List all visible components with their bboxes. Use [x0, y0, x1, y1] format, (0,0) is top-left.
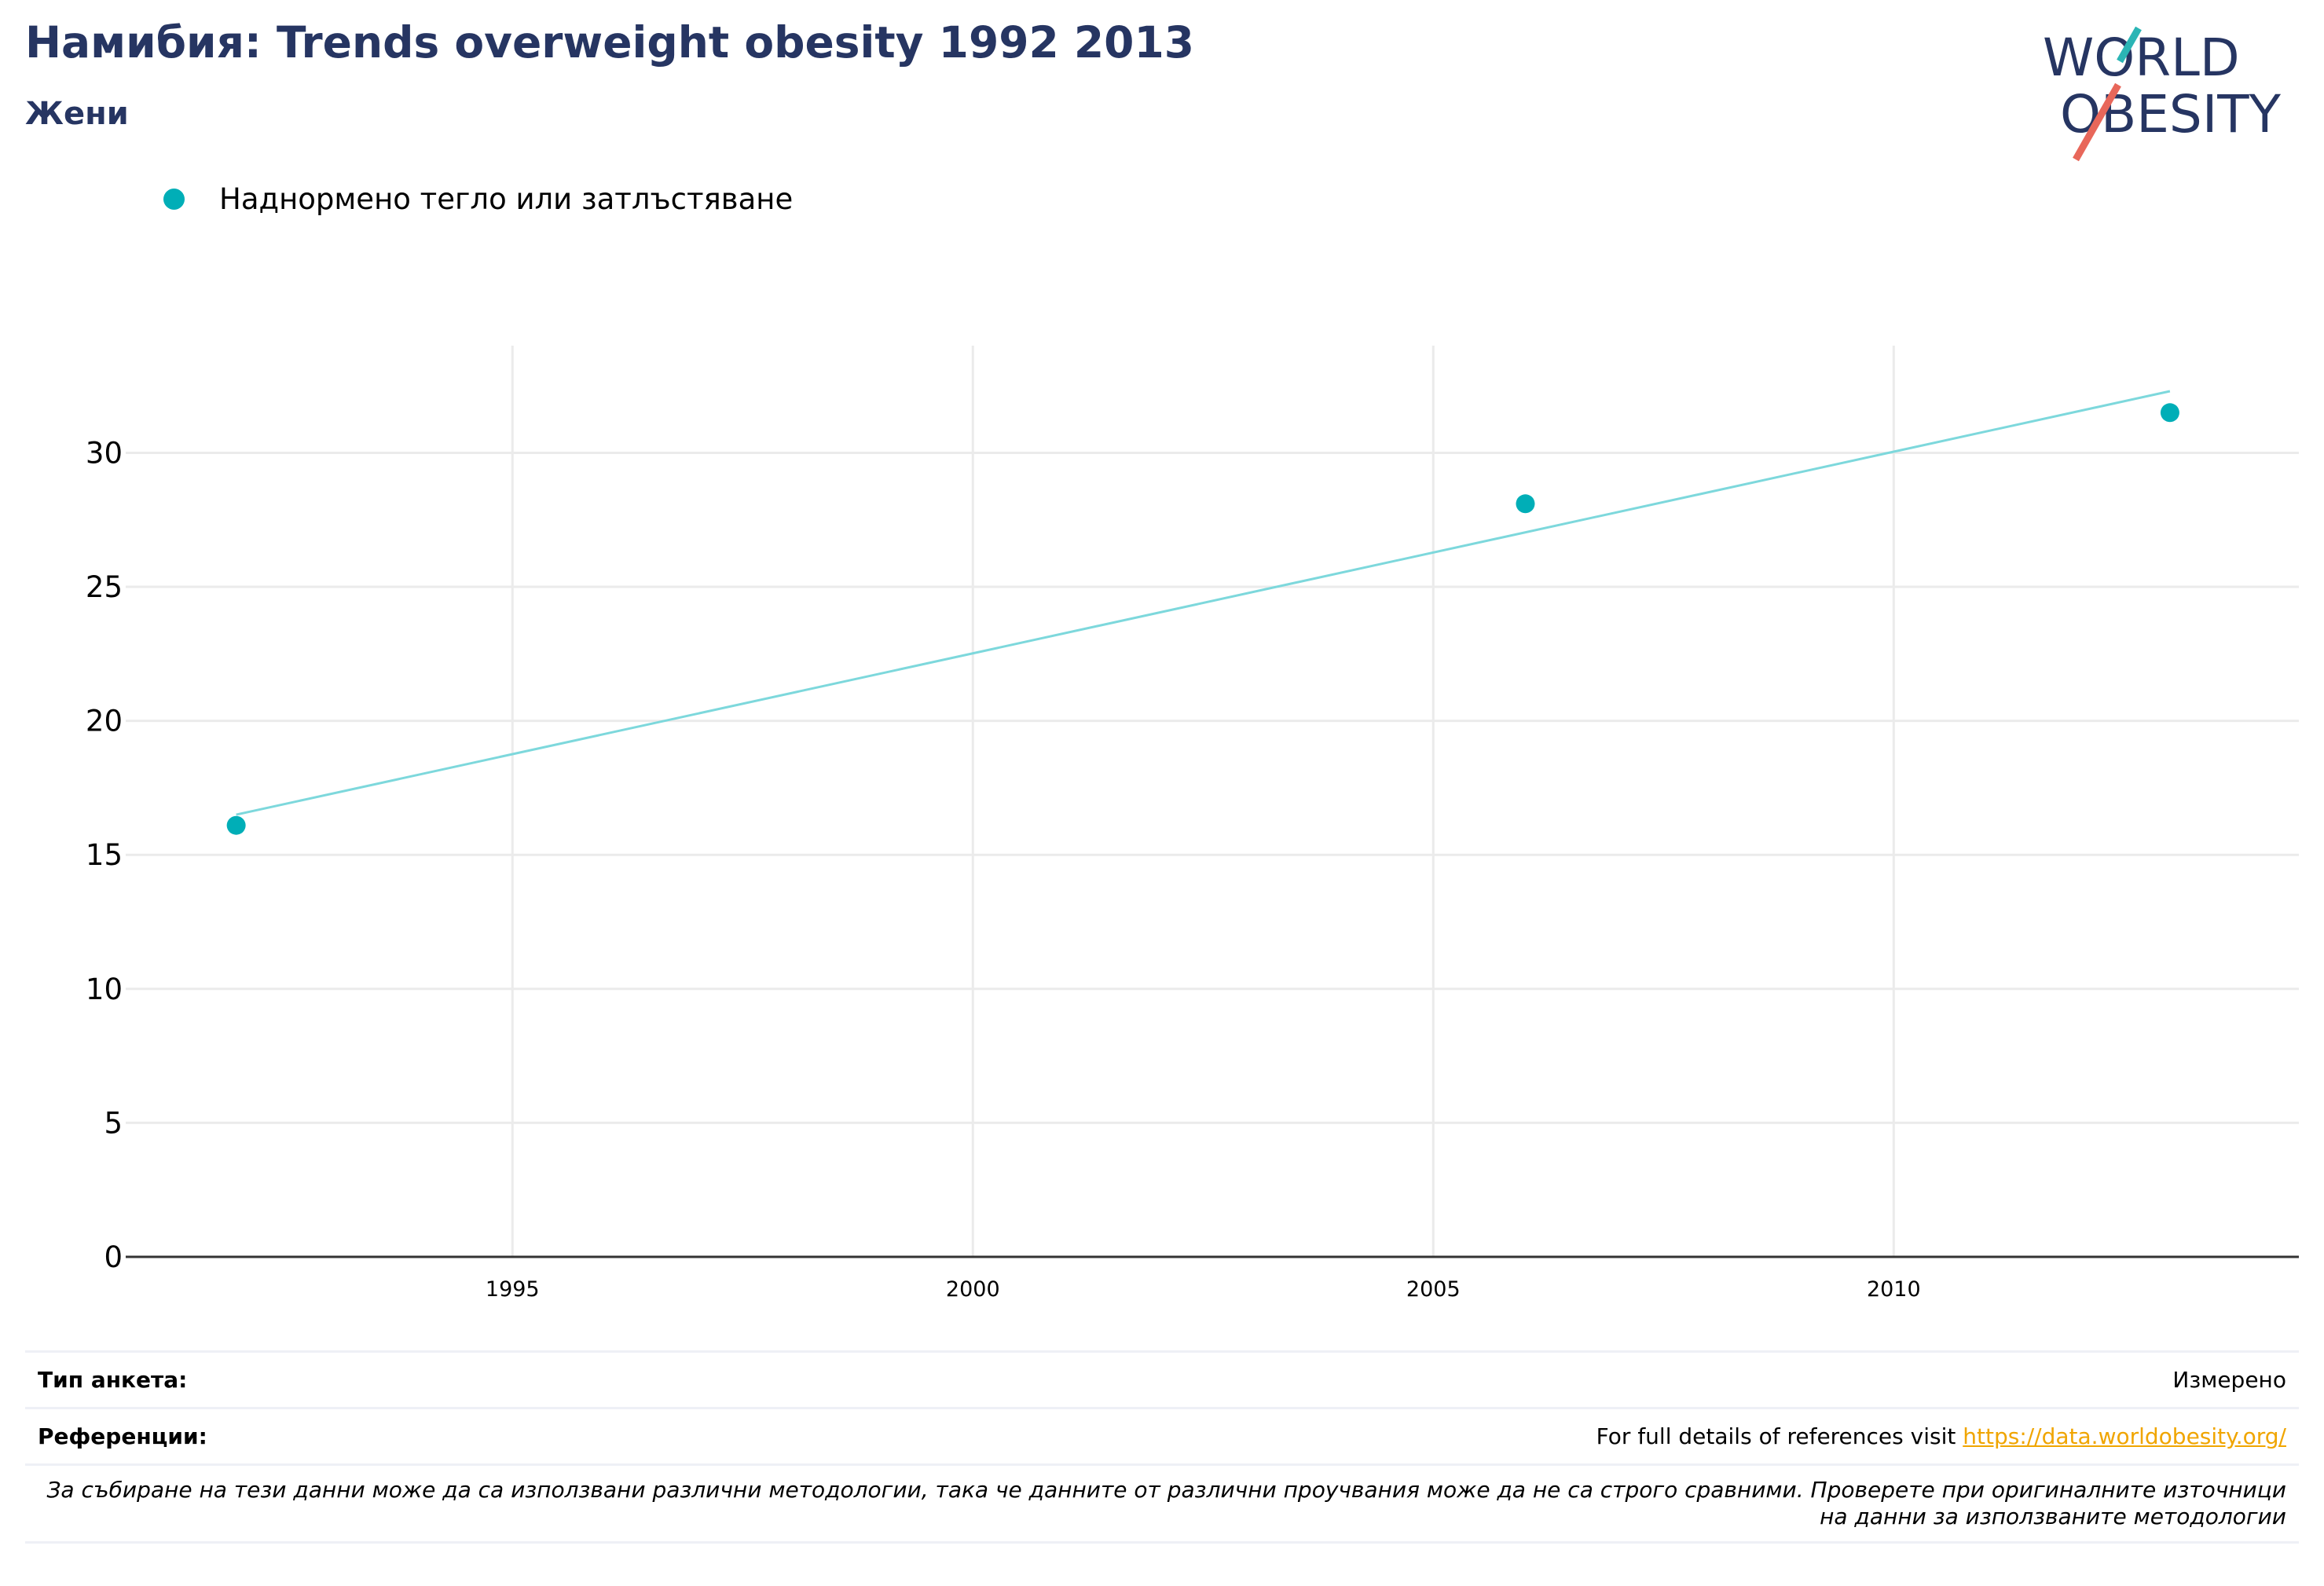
survey-type-value: Измерено: [2172, 1367, 2286, 1393]
x-tick-label: 2005: [1406, 1277, 1461, 1302]
data-point: [226, 815, 246, 835]
x-tick-label: 2000: [946, 1277, 1000, 1302]
legend-label: Наднормено тегло или затлъстяване: [219, 182, 794, 216]
chart-plot: 1995 2000 2005 2010 0 5 10 15 20 25 30: [86, 346, 2299, 1302]
references-row: Референции: For full details of referenc…: [25, 1407, 2299, 1463]
y-tick-label: 0: [104, 1240, 123, 1274]
logo-slash-top: [2117, 26, 2142, 64]
data-point: [2160, 403, 2179, 423]
chart-footer: Тип анкета: Измерено Референции: For ful…: [25, 1350, 2299, 1544]
chart-title: Намибия: Trends overweight obesity 1992 …: [25, 17, 1194, 68]
x-tick-label: 2010: [1867, 1277, 1921, 1302]
references-label: Референции:: [38, 1423, 207, 1449]
world-obesity-logo: WORLD OBESITY: [2043, 26, 2282, 162]
chart-subtitle: Жени: [25, 96, 129, 132]
logo-word-obesity: OBESITY: [2060, 84, 2282, 145]
logo-word-world: WORLD: [2043, 27, 2240, 88]
logo-slash-bottom: [2073, 82, 2121, 162]
survey-type-label: Тип анкета:: [38, 1367, 188, 1393]
y-tick-label: 30: [86, 436, 123, 470]
references-link[interactable]: https://data.worldobesity.org/: [1963, 1423, 2286, 1449]
y-tick-label: 25: [86, 570, 123, 604]
methodology-note: За събиране на тези данни може да са изп…: [46, 1477, 2286, 1529]
x-tick-label: 1995: [486, 1277, 540, 1302]
legend-marker: [163, 189, 185, 210]
trend-line: [236, 390, 2171, 816]
y-tick-label: 5: [104, 1106, 123, 1140]
references-value: For full details of references visit htt…: [1596, 1423, 2286, 1449]
chart-legend: Наднормено тегло или затлъстяване: [163, 182, 793, 216]
survey-type-row: Тип анкета: Измерено: [25, 1350, 2299, 1407]
references-text: For full details of references visit: [1596, 1423, 1963, 1449]
data-point: [1516, 494, 1535, 514]
y-tick-label: 20: [86, 705, 123, 738]
y-tick-label: 15: [86, 838, 123, 872]
methodology-note-row: За събиране на тези данни може да са изп…: [25, 1463, 2299, 1544]
y-tick-label: 10: [86, 972, 123, 1006]
